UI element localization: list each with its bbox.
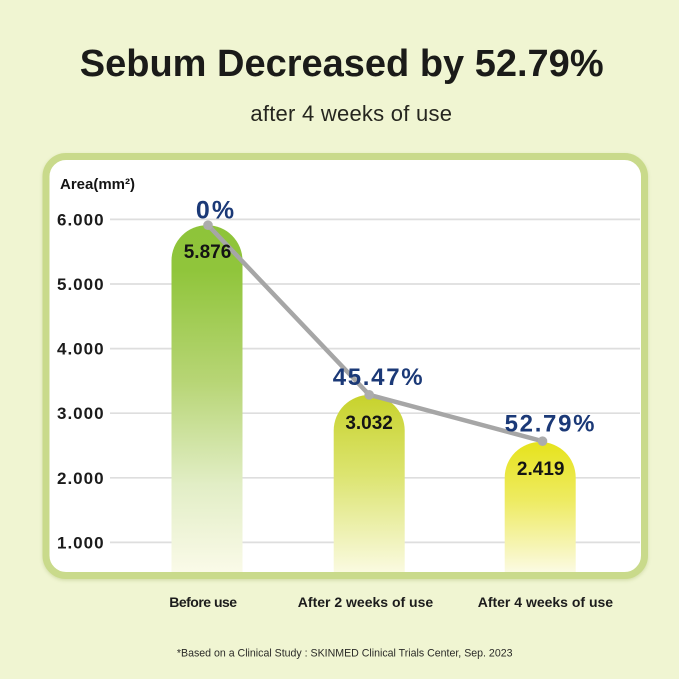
svg-text:*Based on a Clinical Study : S: *Based on a Clinical Study : SKINMED Cli… [177, 648, 513, 660]
svg-text:5.000: 5.000 [57, 275, 105, 294]
svg-text:1.000: 1.000 [57, 533, 105, 552]
svg-text:Before use: Before use [169, 594, 237, 610]
svg-text:after 4 weeks of use: after 4 weeks of use [250, 101, 452, 126]
svg-text:Sebum Decreased by 52.79%: Sebum Decreased by 52.79% [80, 43, 604, 85]
svg-text:45.47%: 45.47% [333, 364, 425, 391]
svg-text:0%: 0% [196, 197, 236, 225]
svg-text:Area(mm²): Area(mm²) [60, 176, 135, 193]
svg-text:2.419: 2.419 [517, 459, 565, 480]
svg-text:4.000: 4.000 [57, 340, 105, 359]
svg-text:5.876: 5.876 [184, 242, 232, 263]
svg-text:6.000: 6.000 [57, 210, 105, 229]
svg-text:52.79%: 52.79% [505, 411, 597, 438]
svg-text:2.000: 2.000 [57, 469, 105, 488]
svg-text:3.000: 3.000 [57, 404, 105, 423]
svg-text:3.032: 3.032 [345, 413, 393, 434]
svg-text:After 4 weeks of use: After 4 weeks of use [478, 594, 614, 610]
svg-text:After 2 weeks of use: After 2 weeks of use [298, 594, 434, 610]
